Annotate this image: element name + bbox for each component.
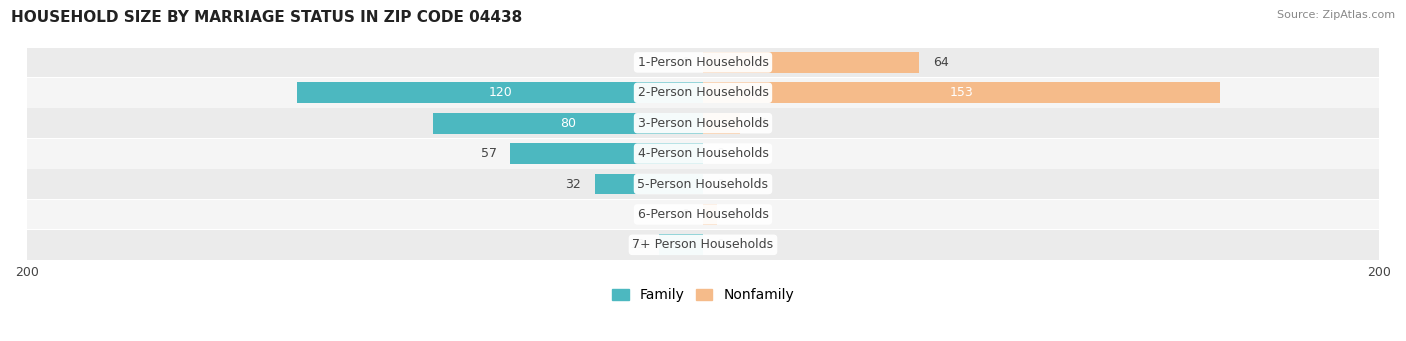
Text: HOUSEHOLD SIZE BY MARRIAGE STATUS IN ZIP CODE 04438: HOUSEHOLD SIZE BY MARRIAGE STATUS IN ZIP… <box>11 10 523 25</box>
Bar <box>27 199 1379 229</box>
Text: 0: 0 <box>717 238 724 251</box>
Text: 1-Person Households: 1-Person Households <box>637 56 769 69</box>
Legend: Family, Nonfamily: Family, Nonfamily <box>612 288 794 302</box>
Text: 0: 0 <box>682 208 689 221</box>
Bar <box>27 47 1379 77</box>
Bar <box>27 169 1379 199</box>
Text: 80: 80 <box>560 117 576 130</box>
Bar <box>703 52 920 73</box>
Bar <box>703 83 1220 103</box>
Text: 3-Person Households: 3-Person Households <box>637 117 769 130</box>
Text: 0: 0 <box>682 56 689 69</box>
Text: 2-Person Households: 2-Person Households <box>637 86 769 99</box>
Bar <box>510 143 703 164</box>
Bar <box>703 113 740 134</box>
Text: 5-Person Households: 5-Person Households <box>637 178 769 191</box>
Text: 0: 0 <box>717 147 724 160</box>
Text: 57: 57 <box>481 147 496 160</box>
Text: 7+ Person Households: 7+ Person Households <box>633 238 773 251</box>
Bar <box>27 78 1379 108</box>
Text: 13: 13 <box>630 238 645 251</box>
Text: 32: 32 <box>565 178 581 191</box>
Bar <box>27 230 1379 260</box>
Text: 120: 120 <box>488 86 512 99</box>
Text: 4: 4 <box>730 208 738 221</box>
Text: 153: 153 <box>949 86 973 99</box>
Bar <box>297 83 703 103</box>
Bar <box>595 174 703 194</box>
Bar <box>27 108 1379 138</box>
Text: 64: 64 <box>932 56 949 69</box>
Bar <box>27 139 1379 168</box>
Text: Source: ZipAtlas.com: Source: ZipAtlas.com <box>1277 10 1395 20</box>
Bar <box>433 113 703 134</box>
Text: 11: 11 <box>754 117 769 130</box>
Bar <box>659 235 703 255</box>
Text: 4-Person Households: 4-Person Households <box>637 147 769 160</box>
Text: 0: 0 <box>717 178 724 191</box>
Bar <box>703 204 717 225</box>
Text: 6-Person Households: 6-Person Households <box>637 208 769 221</box>
